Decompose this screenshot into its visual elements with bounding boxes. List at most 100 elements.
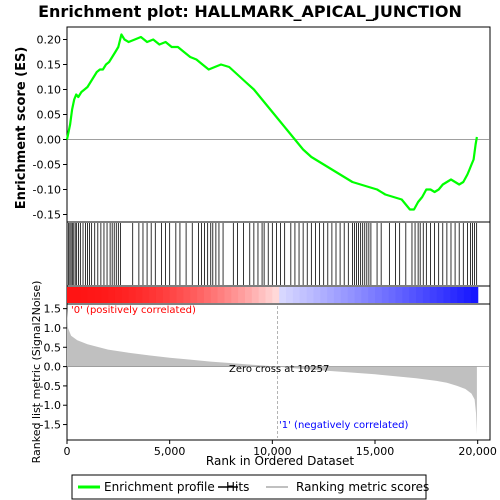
positive-correlation-label: '0' (positively correlated) bbox=[71, 305, 196, 316]
color-bar-cell bbox=[265, 287, 273, 303]
color-bar-cell bbox=[381, 287, 390, 303]
x-tick-label: 5,000 bbox=[154, 445, 186, 458]
color-bar-cell bbox=[409, 287, 417, 303]
color-bar-cell bbox=[197, 287, 205, 303]
hits-lines bbox=[68, 223, 478, 285]
legend-item-hits: Hits bbox=[226, 480, 249, 494]
rank-y-tick-label: 1.5 bbox=[44, 303, 62, 316]
color-bar-cell bbox=[162, 287, 171, 303]
color-bar-cell bbox=[375, 287, 383, 303]
chart-title: Enrichment plot: HALLMARK_APICAL_JUNCTIO… bbox=[38, 2, 462, 21]
color-bar-cell bbox=[244, 287, 253, 303]
rank-y-tick-label: 1.0 bbox=[44, 322, 62, 335]
negative-correlation-label: '1' (negatively correlated) bbox=[279, 420, 408, 431]
rank-metric-area bbox=[67, 308, 477, 435]
color-bar-cell bbox=[121, 287, 130, 303]
color-bar-cell bbox=[292, 287, 301, 303]
color-bar-cell bbox=[108, 287, 116, 303]
color-bar-cell bbox=[101, 287, 109, 303]
color-bar-cell bbox=[80, 287, 89, 303]
es-y-tick-label: -0.05 bbox=[33, 159, 61, 172]
color-bar-cell bbox=[142, 287, 150, 303]
color-bar-cell bbox=[73, 287, 82, 303]
color-bar-cell bbox=[354, 287, 362, 303]
es-y-tick-label: -0.15 bbox=[33, 209, 61, 222]
rank-color-bar-cells bbox=[67, 287, 479, 303]
color-bar-cell bbox=[217, 287, 226, 303]
color-bar-cell bbox=[340, 287, 349, 303]
color-bar-cell bbox=[272, 287, 280, 303]
es-y-ticks: 0.20 0.15 0.10 0.05 0.00 -0.05 -0.10 -0.15 bbox=[33, 34, 67, 222]
es-curve-line bbox=[65, 33, 478, 211]
x-tick-label: 20,000 bbox=[458, 445, 497, 458]
x-tick-label: 15,000 bbox=[356, 445, 395, 458]
color-bar-cell bbox=[238, 287, 246, 303]
rank-metric-panel: 1.5 1.0 0.5 0.0 -0.5 -1.0 -1.5 '0' (positively… bbox=[30, 281, 491, 464]
es-curve bbox=[65, 33, 478, 211]
rank-metric-fill bbox=[67, 308, 477, 435]
color-bar-cell bbox=[299, 287, 308, 303]
color-bar-cell bbox=[155, 287, 164, 303]
color-bar-cell bbox=[395, 287, 403, 303]
color-bar-cell bbox=[169, 287, 178, 303]
color-bar-cell bbox=[388, 287, 397, 303]
color-bar-cell bbox=[463, 287, 472, 303]
color-bar-cell bbox=[333, 287, 342, 303]
es-y-tick-label: 0.20 bbox=[37, 34, 62, 47]
es-y-tick-label: 0.00 bbox=[37, 134, 62, 147]
rank-y-tick-label: -0.5 bbox=[40, 380, 61, 393]
zero-cross-label: Zero cross at 10257 bbox=[229, 364, 329, 375]
color-bar-cell bbox=[87, 287, 95, 303]
color-bar-cell bbox=[190, 287, 198, 303]
color-bar-cell bbox=[135, 287, 143, 303]
es-y-tick-label: -0.10 bbox=[33, 184, 61, 197]
color-bar-cell bbox=[320, 287, 328, 303]
legend-item-enrichment-profile: Enrichment profile bbox=[104, 480, 215, 494]
color-bar-cell bbox=[306, 287, 315, 303]
rank-y-tick-label: 0.0 bbox=[44, 361, 62, 374]
x-axis-label: Rank in Ordered Dataset bbox=[206, 454, 354, 468]
legend: Enrichment profile Hits Ranking metric s… bbox=[71, 474, 429, 500]
color-bar-cell bbox=[313, 287, 321, 303]
hits-panel-frame bbox=[66, 221, 491, 287]
es-panel: 0.20 0.15 0.10 0.05 0.00 -0.05 -0.10 -0.15 Enri… bbox=[14, 26, 491, 223]
color-bar-cell bbox=[128, 287, 137, 303]
es-panel-frame bbox=[66, 26, 491, 223]
color-bar-cell bbox=[258, 287, 267, 303]
color-bar-cell bbox=[361, 287, 369, 303]
rank-y-tick-label: -1.0 bbox=[40, 399, 61, 412]
color-bar-cell bbox=[149, 287, 157, 303]
rank-y-tick-label: 0.5 bbox=[44, 341, 62, 354]
rank-metric-y-ticks: 1.5 1.0 0.5 0.0 -0.5 -1.0 -1.5 bbox=[40, 303, 67, 432]
x-tick-label: 0 bbox=[64, 445, 71, 458]
hits-panel bbox=[66, 221, 491, 287]
rank-y-axis-label: Ranked list metric (Signal2Noise) bbox=[30, 281, 43, 464]
color-bar-cell bbox=[114, 287, 123, 303]
color-bar-cell bbox=[327, 287, 335, 303]
color-bar-cell bbox=[368, 287, 376, 303]
color-bar-cell bbox=[422, 287, 431, 303]
color-bar-cell bbox=[203, 287, 212, 303]
color-bar-cell bbox=[443, 287, 451, 303]
legend-box bbox=[71, 474, 427, 500]
color-bar-cell bbox=[347, 287, 356, 303]
color-bar-cell bbox=[210, 287, 219, 303]
color-bar-cell bbox=[224, 287, 232, 303]
es-y-tick-label: 0.05 bbox=[37, 109, 62, 122]
color-bar-cell bbox=[183, 287, 191, 303]
color-bar-cell bbox=[279, 287, 287, 303]
x-tick-label: 10,000 bbox=[253, 445, 292, 458]
x-axis-ticks: 0 5,000 10,000 15,000 20,000 bbox=[64, 440, 497, 458]
color-bar-cell bbox=[450, 287, 458, 303]
color-bar-cell bbox=[251, 287, 260, 303]
color-bar-cell bbox=[231, 287, 239, 303]
color-bar-cell bbox=[67, 287, 75, 303]
color-bar-cell bbox=[470, 287, 479, 303]
color-bar-cell bbox=[457, 287, 465, 303]
es-y-tick-label: 0.10 bbox=[37, 84, 62, 97]
rank-color-bar bbox=[66, 285, 491, 305]
es-y-tick-label: 0.15 bbox=[37, 59, 62, 72]
es-y-axis-label: Enrichment score (ES) bbox=[14, 47, 29, 210]
color-bar-cell bbox=[286, 287, 294, 303]
